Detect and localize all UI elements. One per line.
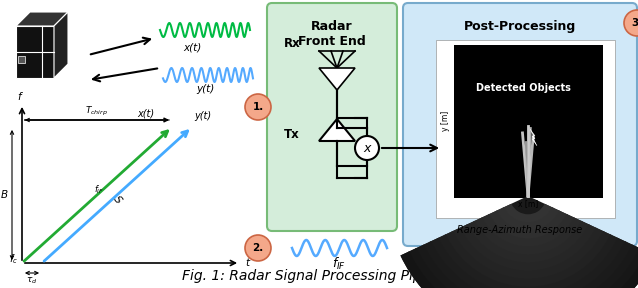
- Wedge shape: [459, 224, 597, 272]
- Wedge shape: [408, 248, 638, 288]
- Wedge shape: [422, 241, 634, 288]
- Wedge shape: [437, 234, 619, 288]
- Circle shape: [245, 94, 271, 120]
- FancyBboxPatch shape: [267, 3, 397, 231]
- Polygon shape: [530, 129, 537, 146]
- Text: Post-Processing: Post-Processing: [464, 20, 576, 33]
- Polygon shape: [54, 12, 68, 78]
- Text: y [m]: y [m]: [441, 111, 450, 131]
- Text: Range-Azimuth Response: Range-Azimuth Response: [457, 225, 582, 235]
- Text: 2.: 2.: [253, 243, 263, 253]
- Wedge shape: [488, 211, 568, 240]
- Polygon shape: [319, 68, 355, 90]
- Text: y(t): y(t): [196, 84, 214, 94]
- Polygon shape: [16, 26, 54, 78]
- Wedge shape: [401, 196, 638, 288]
- Text: x: x: [363, 143, 371, 156]
- Wedge shape: [495, 207, 561, 232]
- Text: x(t): x(t): [137, 109, 154, 119]
- Text: f: f: [17, 92, 21, 102]
- Polygon shape: [16, 12, 68, 26]
- Bar: [454, 45, 603, 198]
- Text: $f_{IF}$: $f_{IF}$: [332, 256, 346, 272]
- Polygon shape: [319, 119, 355, 141]
- Wedge shape: [473, 217, 582, 256]
- Bar: [436, 40, 615, 218]
- Text: $f_c$: $f_c$: [9, 252, 18, 266]
- Text: Fig. 1: Radar Signal Processing Pipeline: Fig. 1: Radar Signal Processing Pipeline: [182, 269, 456, 283]
- Wedge shape: [466, 221, 590, 264]
- Text: S: S: [111, 194, 123, 205]
- Wedge shape: [444, 231, 612, 288]
- Text: 1.: 1.: [253, 102, 263, 112]
- Bar: [18, 56, 25, 63]
- Text: t: t: [245, 258, 249, 268]
- Wedge shape: [452, 228, 605, 281]
- Text: 3.: 3.: [632, 18, 638, 28]
- Text: $\tau_d$: $\tau_d$: [26, 276, 38, 287]
- Circle shape: [245, 235, 271, 261]
- Text: Radar
Front End: Radar Front End: [298, 20, 366, 48]
- Text: Detected Objects: Detected Objects: [475, 83, 570, 93]
- Circle shape: [624, 10, 638, 36]
- Text: Tx: Tx: [284, 128, 300, 141]
- Text: x [m]: x [m]: [518, 199, 538, 208]
- Text: $T_{chirp}$: $T_{chirp}$: [85, 105, 108, 118]
- Circle shape: [355, 136, 379, 160]
- Wedge shape: [429, 238, 627, 288]
- FancyBboxPatch shape: [403, 3, 637, 246]
- Text: B: B: [1, 190, 8, 200]
- Wedge shape: [503, 204, 554, 224]
- Wedge shape: [415, 245, 638, 288]
- Text: x(t): x(t): [183, 42, 201, 52]
- Wedge shape: [401, 251, 638, 288]
- Text: Rx: Rx: [284, 37, 300, 50]
- Text: y(t): y(t): [194, 111, 211, 121]
- Wedge shape: [480, 214, 575, 248]
- Text: $f_{IF}$: $f_{IF}$: [94, 184, 104, 196]
